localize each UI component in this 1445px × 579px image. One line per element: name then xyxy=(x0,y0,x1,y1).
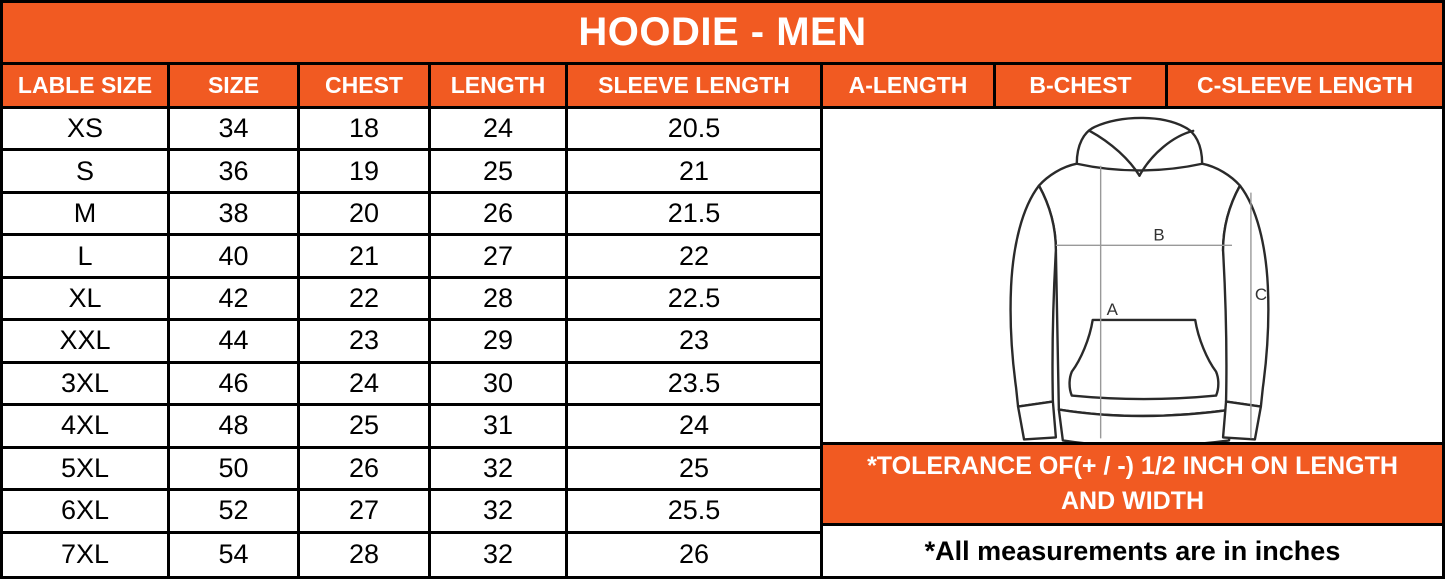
row-label: XL xyxy=(3,278,170,322)
table-cell: 52 xyxy=(170,491,300,534)
table-cell: 26 xyxy=(300,448,431,492)
diagram-label-a: A xyxy=(1107,300,1119,319)
table-cell: 24 xyxy=(300,363,431,407)
table-cell: 30 xyxy=(431,363,568,407)
page-title: HOODIE - MEN xyxy=(3,3,1442,65)
table-cell: 24 xyxy=(568,406,820,449)
table-cell: 31 xyxy=(431,406,568,449)
table-cell: 42 xyxy=(170,278,300,322)
table-cell: 28 xyxy=(300,533,431,576)
table-cell: 21 xyxy=(300,236,431,279)
diagram-label-c: C xyxy=(1255,285,1267,304)
row-label: S xyxy=(3,151,170,194)
table-cell: 24 xyxy=(431,109,568,152)
row-label: 6XL xyxy=(3,491,170,534)
row-label: L xyxy=(3,236,170,279)
table-cell: 54 xyxy=(170,533,300,576)
table-cell: 19 xyxy=(300,151,431,194)
table-cell: 40 xyxy=(170,236,300,279)
column-header-length: LENGTH xyxy=(431,65,568,109)
hoodie-hood-fold-left xyxy=(1088,129,1141,177)
table-cell: 34 xyxy=(170,109,300,152)
table-cell: 32 xyxy=(431,448,568,492)
table-cell: 23 xyxy=(300,321,431,364)
table-cell: 22.5 xyxy=(568,278,820,322)
column-header-chest: CHEST xyxy=(300,65,431,109)
hoodie-measurement-diagram: A B C xyxy=(823,109,1442,443)
size-table: LABLE SIZE SIZE CHEST LENGTH SLEEVE LENG… xyxy=(3,65,823,576)
hoodie-hood-fold-right xyxy=(1138,129,1195,177)
table-cell: 23 xyxy=(568,321,820,364)
content-area: LABLE SIZE SIZE CHEST LENGTH SLEEVE LENG… xyxy=(3,65,1442,576)
tolerance-note-line1: *TOLERANCE OF(+ / -) 1/2 INCH ON LENGTH xyxy=(867,452,1398,481)
row-label: 7XL xyxy=(3,533,170,576)
measurement-key-header: A-LENGTH B-CHEST C-SLEEVE LENGTH xyxy=(823,65,1442,109)
table-cell: 22 xyxy=(568,236,820,279)
table-cell: 29 xyxy=(431,321,568,364)
hoodie-diagram-svg: A B C xyxy=(1009,116,1270,443)
table-cell: 26 xyxy=(568,533,820,576)
column-header-sleeve-length: SLEEVE LENGTH xyxy=(568,65,820,109)
row-label: XXL xyxy=(3,321,170,364)
row-label: 4XL xyxy=(3,406,170,449)
row-label: M xyxy=(3,193,170,237)
column-header-lable-size: LABLE SIZE xyxy=(3,65,170,109)
hoodie-pocket xyxy=(1068,318,1220,401)
table-cell: 21.5 xyxy=(568,193,820,237)
table-cell: 18 xyxy=(300,109,431,152)
column-header-size: SIZE xyxy=(170,65,300,109)
hoodie-left-sleeve xyxy=(1009,184,1058,408)
table-cell: 25 xyxy=(568,448,820,492)
table-cell: 26 xyxy=(431,193,568,237)
diagram-label-b: B xyxy=(1153,225,1164,244)
table-cell: 36 xyxy=(170,151,300,194)
tolerance-note-line2: AND WIDTH xyxy=(1060,487,1205,516)
tolerance-note: *TOLERANCE OF(+ / -) 1/2 INCH ON LENGTH … xyxy=(823,442,1442,527)
measurement-panel: A-LENGTH B-CHEST C-SLEEVE LENGTH xyxy=(823,65,1442,576)
table-cell: 32 xyxy=(431,491,568,534)
table-cell: 25 xyxy=(431,151,568,194)
table-cell: 27 xyxy=(300,491,431,534)
table-cell: 50 xyxy=(170,448,300,492)
table-cell: 28 xyxy=(431,278,568,322)
table-cell: 20.5 xyxy=(568,109,820,152)
row-label: 3XL xyxy=(3,363,170,407)
column-header-c-sleeve-length: C-SLEEVE LENGTH xyxy=(1168,65,1442,109)
table-cell: 21 xyxy=(568,151,820,194)
table-cell: 23.5 xyxy=(568,363,820,407)
hoodie-left-cuff xyxy=(1016,400,1058,441)
hoodie-hood xyxy=(1075,116,1204,172)
units-note: *All measurements are in inches xyxy=(823,526,1442,576)
table-cell: 20 xyxy=(300,193,431,237)
table-cell: 32 xyxy=(431,533,568,576)
column-header-b-chest: B-CHEST xyxy=(996,65,1168,109)
column-header-a-length: A-LENGTH xyxy=(823,65,996,109)
row-label: XS xyxy=(3,109,170,152)
table-cell: 25 xyxy=(300,406,431,449)
table-cell: 25.5 xyxy=(568,491,820,534)
table-cell: 46 xyxy=(170,363,300,407)
table-cell: 38 xyxy=(170,193,300,237)
hoodie-right-cuff xyxy=(1221,400,1263,441)
row-label: 5XL xyxy=(3,448,170,492)
table-cell: 27 xyxy=(431,236,568,279)
table-cell: 44 xyxy=(170,321,300,364)
table-cell: 22 xyxy=(300,278,431,322)
table-cell: 48 xyxy=(170,406,300,449)
